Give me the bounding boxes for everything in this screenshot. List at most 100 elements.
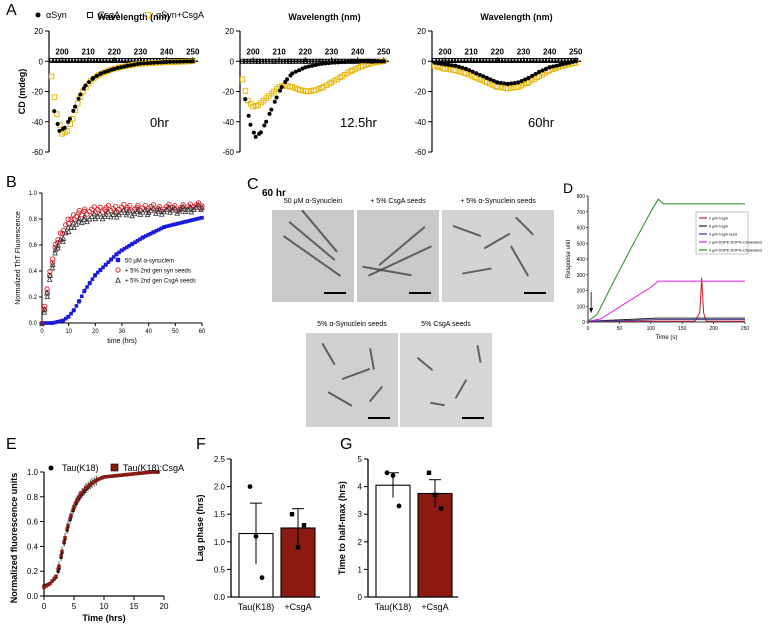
cd-data-point: [444, 58, 450, 63]
cd-data-point: [452, 67, 459, 74]
tht-data-point: [135, 206, 141, 212]
cd-data-point: [73, 104, 78, 109]
spr-x-tick-label: 0: [587, 326, 590, 332]
cd-y-tick-label: -60: [222, 148, 234, 157]
tht-data-point: [44, 293, 51, 300]
cd-data-point: [530, 73, 535, 78]
tht-data-point: [150, 202, 157, 208]
tht-data-point: [74, 304, 79, 308]
cd-data-point: [501, 58, 507, 63]
cd-data-point: [76, 96, 81, 101]
cd-data-point: [290, 58, 296, 64]
tht-y-tick-label: 0.4: [29, 269, 38, 275]
cd-data-point: [479, 77, 485, 84]
cd-data-point: [332, 60, 337, 65]
cd-data-point: [504, 58, 510, 63]
tht-x-tick-label: 0: [40, 329, 44, 335]
tau-data-point: [74, 500, 78, 505]
tht-data-point: [98, 267, 103, 272]
tau-legend-marker: [48, 465, 54, 471]
tau-data-point: [98, 476, 102, 481]
tht-data-point: [126, 207, 133, 214]
tht-data-point: [159, 226, 163, 231]
bar-category-label: +CsgA: [284, 602, 311, 612]
tau-data-point: [118, 473, 122, 477]
cd-data-point: [518, 82, 524, 89]
legend-marker-csga: [87, 12, 93, 18]
bar-data-point: [259, 575, 265, 581]
micrograph-csga-seeds-label: + 5% CsgA seeds: [370, 198, 426, 205]
tht-data-point: [199, 203, 205, 209]
cd-data-point: [243, 58, 249, 64]
cd-data-point: [365, 59, 370, 64]
cd-data-point: [239, 76, 246, 83]
cd-x-tick-label: 230: [134, 47, 148, 56]
tht-data-point: [71, 224, 77, 230]
tht-y-tick-label: 0.2: [29, 295, 38, 301]
cd-data-point: [59, 131, 65, 137]
cd-data-point: [516, 58, 522, 63]
cd-data-point: [80, 58, 86, 63]
tht-data-point: [81, 213, 88, 220]
bar-data-point: [390, 473, 396, 478]
tht-data-point: [55, 241, 61, 248]
cd-data-point: [102, 70, 107, 75]
cd-data-point: [86, 58, 92, 63]
tau-data-point: [122, 473, 127, 477]
bar-y-tick-label: 1: [358, 565, 363, 574]
cd-data-point: [67, 121, 73, 127]
tht-data-point: [173, 222, 178, 226]
bar-y-tick-label: 4: [358, 483, 363, 492]
cd-data-point: [258, 58, 264, 64]
tht-data-point: [143, 234, 148, 238]
bar-y-tick-label: 2.5: [214, 455, 226, 464]
bar-y-label: Lag phase (hrs): [195, 494, 205, 561]
cd-data-point: [526, 75, 531, 80]
bar-y-tick-label: 0: [358, 593, 363, 602]
cd-data-point: [243, 97, 248, 102]
bar-y-tick-label: 5: [358, 455, 363, 464]
cd-data-point: [81, 86, 86, 91]
cd-data-point: [494, 84, 501, 90]
tht-data-point: [39, 320, 45, 327]
cd-data-point: [456, 64, 461, 69]
tht-data-point: [152, 230, 156, 234]
cd-data-point: [360, 63, 366, 69]
cd-data-point: [557, 58, 563, 63]
tau-data-point: [68, 516, 72, 521]
tht-data-point: [105, 208, 112, 215]
tau-data-point: [142, 471, 146, 475]
cd-data-point: [178, 59, 183, 64]
cd-data-point: [83, 83, 88, 88]
cd-data-point: [262, 123, 267, 128]
tht-data-point: [105, 202, 112, 209]
tht-legend-label: 50 μM α-synuclein: [125, 259, 174, 265]
cd-data-point: [463, 58, 469, 63]
cd-data-point: [58, 58, 64, 63]
tht-data-point: [42, 303, 48, 310]
panel-letter-a: A: [6, 2, 17, 19]
cd-data-point: [78, 92, 83, 97]
spr-x-tick-label: 50: [617, 326, 623, 332]
tht-data-point: [148, 231, 153, 236]
cd-data-point: [339, 73, 345, 80]
tau-data-point: [62, 540, 66, 544]
cd-data-point: [168, 59, 173, 64]
cd-y-tick-label: -60: [414, 148, 426, 157]
cd-data-point: [289, 84, 296, 90]
cd-data-point: [108, 58, 114, 63]
cd-data-point: [152, 60, 157, 65]
cd-data-point: [537, 69, 542, 74]
tht-data-point: [186, 219, 191, 223]
tau-data-point: [140, 471, 144, 475]
cd-data-point: [128, 63, 133, 68]
cd-data-point: [548, 58, 554, 63]
spr-y-tick-label: 400: [577, 257, 586, 263]
spr-y-tick-label: 600: [577, 226, 586, 232]
tht-data-point: [178, 221, 182, 225]
cd-data-point: [487, 80, 493, 87]
cd-data-point: [272, 99, 277, 104]
cd-data-point: [479, 58, 485, 63]
cd-data-point: [54, 111, 60, 117]
cd-data-point: [539, 71, 545, 78]
